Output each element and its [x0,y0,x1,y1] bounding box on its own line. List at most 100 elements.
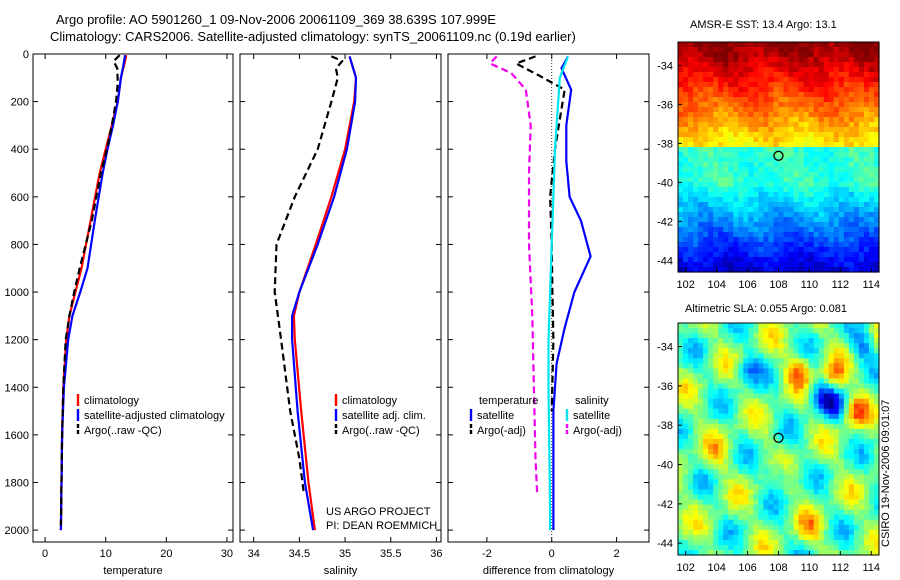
map-cell [733,343,739,349]
map-cell [743,167,749,173]
map-cell [698,197,704,203]
map-cell [828,343,835,349]
map-cell [688,524,694,531]
map-cell [778,469,785,475]
map-cell [783,363,790,369]
map-cell [783,97,790,103]
map-x-tick-label: 104 [707,562,725,574]
map-cell [853,122,860,128]
map-cell [718,167,724,173]
map-cell [813,338,820,344]
map-cell [803,484,810,491]
map-cell [713,87,719,93]
map-cell [838,102,845,108]
map-cell [768,489,775,496]
map-cell [863,353,870,359]
map-cell [848,267,855,273]
map-cell [678,227,684,233]
map-cell [733,82,739,88]
map-cell [718,348,724,354]
map-cell [678,433,684,440]
map-cell [723,484,729,491]
map-cell [753,217,760,223]
map-cell [848,102,855,108]
map-cell [808,524,815,531]
map-cell [698,247,704,253]
map-cell [728,192,734,198]
map-cell [808,413,815,420]
map-cell [823,227,830,233]
map-cell [728,353,734,359]
map-cell [803,328,810,334]
map-cell [808,353,815,359]
map-cell [868,147,875,153]
map-cell [713,197,719,203]
map-cell [868,539,875,546]
map-cell [758,122,765,128]
map-cell [823,539,830,546]
map-cell [708,232,714,238]
map-cell [848,514,855,521]
map-cell [688,444,694,450]
map-cell [763,328,770,334]
map-cell [683,338,689,344]
map-cell [683,172,689,178]
map-cell [693,112,699,118]
map-cell [858,62,865,68]
map-cell [838,444,845,450]
map-cell [708,197,714,203]
map-cell [843,464,850,470]
map-cell [833,403,840,410]
map-cell [733,479,739,485]
map-cell [678,72,684,78]
map-cell [778,544,785,551]
map-cell [793,454,800,460]
map-cell [708,192,714,198]
map-cell [838,132,845,138]
map-cell [753,524,760,531]
map-cell [703,147,709,153]
map-cell [678,122,684,128]
map-cell [873,262,880,268]
map-cell [753,102,760,108]
map-cell [788,117,795,123]
map-cell [723,262,729,268]
map-cell [823,57,830,63]
map-cell [768,42,775,48]
map-cell [743,358,749,364]
map-cell [708,363,714,369]
map-cell [753,67,760,73]
map-cell [733,97,739,103]
map-cell [848,107,855,113]
map-cell [778,524,785,531]
map-cell [863,112,870,118]
map-cell [858,489,865,496]
map-cell [808,152,815,158]
map-cell [873,267,880,273]
map-cell [748,454,754,460]
map-cell [788,353,795,359]
map-cell [858,474,865,480]
map-cell [823,519,830,526]
map-cell [823,469,830,475]
map-cell [713,454,719,460]
map-cell [823,242,830,248]
map-cell [813,92,820,98]
map-y-tick-label: -42 [657,216,673,228]
map-cell [708,67,714,73]
map-cell [763,167,770,173]
map-cell [818,67,825,73]
map-cell [773,479,780,485]
map-cell [728,122,734,128]
map-cell [813,433,820,440]
map-cell [703,212,709,218]
map-cell [788,247,795,253]
map-cell [703,539,709,546]
map-cell [873,167,880,173]
map-cell [688,47,694,53]
map-cell [723,439,729,445]
map-cell [828,57,835,63]
map-cell [723,479,729,485]
map-cell [678,232,684,238]
map-cell [783,142,790,148]
